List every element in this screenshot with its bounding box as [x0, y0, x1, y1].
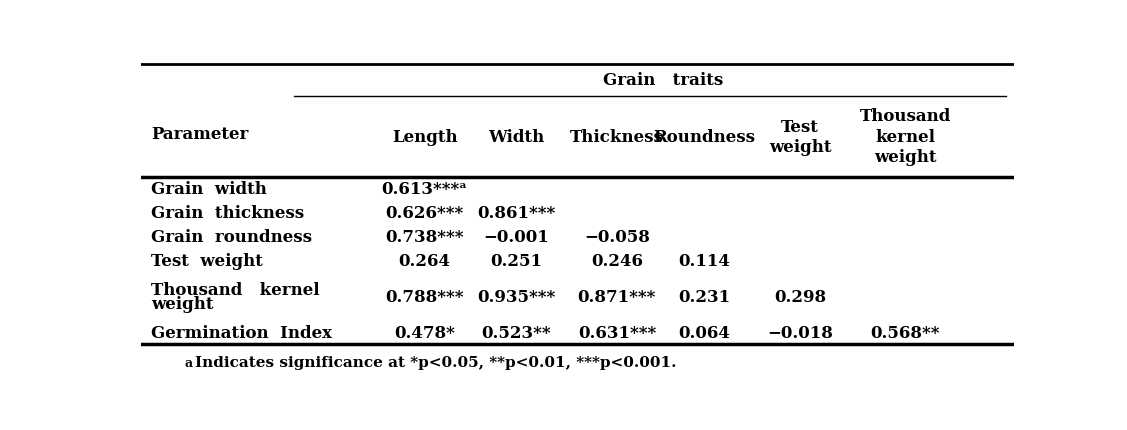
Text: Test  weight: Test weight [151, 252, 264, 270]
Text: 0.738***: 0.738*** [385, 229, 464, 246]
Text: 0.251: 0.251 [490, 252, 542, 270]
Text: weight: weight [151, 295, 214, 313]
Text: Thousand
kernel
weight: Thousand kernel weight [860, 108, 951, 166]
Text: 0.478*: 0.478* [394, 324, 455, 341]
Text: Width: Width [488, 129, 544, 145]
Text: 0.231: 0.231 [678, 289, 730, 305]
Text: Grain  thickness: Grain thickness [151, 205, 304, 222]
Text: Thickness: Thickness [570, 129, 664, 145]
Text: Grain   traits: Grain traits [603, 72, 722, 89]
Text: 0.568**: 0.568** [870, 324, 940, 341]
Text: Grain  roundness: Grain roundness [151, 229, 312, 246]
Text: 0.613***ᵃ: 0.613***ᵃ [382, 181, 468, 198]
Text: 0.298: 0.298 [774, 289, 826, 305]
Text: −0.001: −0.001 [483, 229, 549, 246]
Text: 0.871***: 0.871*** [578, 289, 656, 305]
Text: 0.114: 0.114 [678, 252, 730, 270]
Text: −0.018: −0.018 [767, 324, 833, 341]
Text: 0.064: 0.064 [678, 324, 730, 341]
Text: Indicates significance at *p<0.05, **p<0.01, ***p<0.001.: Indicates significance at *p<0.05, **p<0… [195, 355, 676, 369]
Text: 0.246: 0.246 [591, 252, 642, 270]
Text: 0.626***: 0.626*** [385, 205, 464, 222]
Text: −0.058: −0.058 [584, 229, 650, 246]
Text: 0.631***: 0.631*** [578, 324, 656, 341]
Text: Roundness: Roundness [654, 129, 755, 145]
Text: Grain  width: Grain width [151, 181, 267, 198]
Text: Germination  Index: Germination Index [151, 324, 332, 341]
Text: Parameter: Parameter [151, 126, 249, 143]
Text: a: a [185, 356, 193, 369]
Text: 0.935***: 0.935*** [478, 289, 556, 305]
Text: 0.788***: 0.788*** [385, 289, 464, 305]
Text: Test
weight: Test weight [769, 118, 832, 155]
Text: Length: Length [392, 129, 458, 145]
Text: 0.264: 0.264 [399, 252, 451, 270]
Text: 0.523**: 0.523** [481, 324, 551, 341]
Text: Thousand   kernel: Thousand kernel [151, 281, 320, 298]
Text: 0.861***: 0.861*** [478, 205, 556, 222]
